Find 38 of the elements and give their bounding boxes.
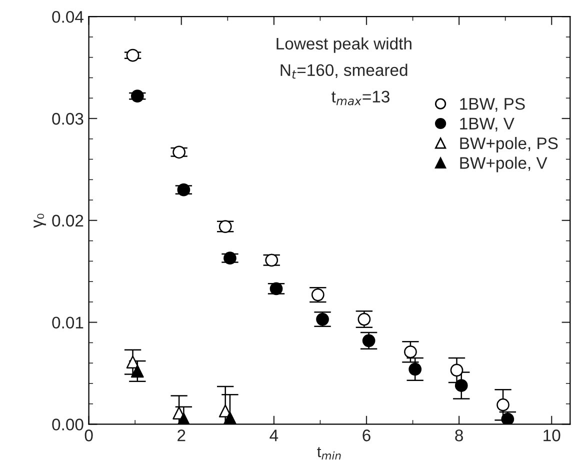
x-tick-label: 10 <box>544 430 560 442</box>
point <box>224 252 236 265</box>
point <box>130 90 144 103</box>
point <box>265 254 278 267</box>
point <box>450 364 464 377</box>
point <box>126 48 140 62</box>
y-axis-title: γ₀ <box>34 214 46 228</box>
legend-label: 1BW, V <box>460 118 514 132</box>
x-tick-label: 8 <box>455 430 463 442</box>
legend-label: 1BW, PS <box>460 98 525 112</box>
x-tick-label: 6 <box>362 430 370 442</box>
point <box>224 412 236 424</box>
x-axis-title: t$_{min}$ <box>317 447 341 460</box>
legend-label: BW+pole, PS <box>460 136 558 152</box>
y-tick-label: 0.04 <box>52 10 84 23</box>
legend-label: BW+pole, V <box>460 156 548 172</box>
point <box>501 412 514 424</box>
point <box>172 146 186 159</box>
annotation: N$_{t}$=160, smeared <box>280 64 408 79</box>
point <box>496 398 510 412</box>
x-tick-label: 4 <box>270 430 278 442</box>
y-tick-label: 0.01 <box>52 316 84 329</box>
point <box>454 379 468 392</box>
annotation: t$_{max}$=13 <box>332 90 390 106</box>
point <box>130 364 144 378</box>
y-tick-label: 0.03 <box>52 112 84 125</box>
y-tick-label: 0.00 <box>52 418 84 430</box>
point <box>218 220 232 233</box>
x-tick-label: 0 <box>84 430 93 442</box>
point <box>270 282 283 296</box>
point <box>177 183 190 196</box>
x-tick-label: 2 <box>178 430 186 442</box>
annotation: Lowest peak width <box>276 37 412 53</box>
y-tick-label: 0.02 <box>52 214 84 227</box>
point <box>408 362 422 376</box>
point <box>404 345 417 358</box>
point <box>177 412 190 424</box>
point <box>126 356 140 368</box>
